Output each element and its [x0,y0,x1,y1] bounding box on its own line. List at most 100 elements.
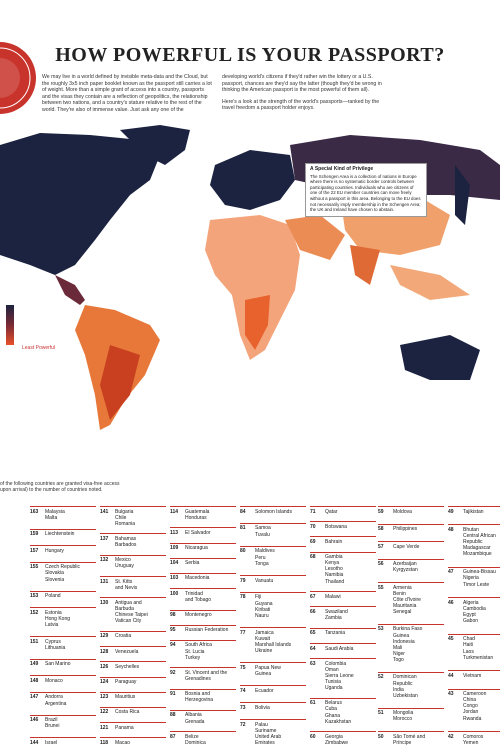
country: St. Lucia [185,648,205,655]
country: Niger [393,650,405,657]
score: 53 [378,626,384,633]
score: 79 [240,577,246,584]
country: Madagascar [463,545,491,552]
country-list: Costa Rica [115,709,139,715]
country-list: Bolivia [255,705,270,711]
ranking-entry: 67 Malawi [310,591,376,600]
score: 56 [378,561,384,567]
country: Tanzania [325,630,346,637]
ranking-entry: 98 Montenegro [170,609,236,619]
country: Croatia [115,633,132,640]
country-list: Solomon Islands [255,509,292,515]
score: 118 [100,739,109,746]
country: Chinese Taipei [115,612,148,619]
ranking-entry: 74 Ecuador [240,685,306,694]
intro-left: We may live in a world defined by invisi… [42,74,212,119]
score: 148 [30,677,39,684]
ranking-entry: 43 Cameroon China Congo Jordan Rwanda [448,688,500,722]
country: Vatican City [115,618,142,625]
country: Honduras [185,514,207,521]
score: 68 [310,554,316,561]
ranking-entry: 64 Saudi Arabia [310,643,376,652]
country: Saudi Arabia [325,645,354,652]
country: Tuvalu [255,531,270,538]
country: Algeria [463,599,479,606]
score: 51 [378,710,384,717]
country: Serbia [185,560,200,567]
score: 130 [100,599,109,606]
ranking-entry: 46 Algeria Cambodia Egypt Gabon [448,597,500,624]
country-list: Bulgaria Chile Romania [115,509,135,527]
country-list: Armenia Benin Côte d'Ivoire Mauritania Seneg… [393,585,421,615]
ranking-entry: 73 Bolivia [240,702,306,711]
score: 80 [240,548,246,555]
country: Kenya [325,560,340,567]
title: HOW POWERFUL IS YOUR PASSPORT? [55,44,445,66]
country-list: Guatemala Honduras [185,509,209,521]
country: Republic [393,680,413,687]
country: Cameroon [463,691,487,698]
ranking-entry: 58 Philippines [378,523,444,533]
country: Emirates [255,739,275,746]
country-list: Tajikistan [463,509,484,515]
country: Chad [463,636,475,643]
ranking-entry: 88 Albania Grenada [170,709,236,725]
country-list: Montenegro [185,612,212,618]
country: Congo [463,703,478,710]
country: Togo [393,656,404,663]
country: China [463,697,477,704]
country: Trinidad [185,590,203,597]
country: Barbados [115,542,137,548]
score: 141 [100,508,109,515]
country: Mauritania [393,602,417,609]
ranking-entry: 152 Estonia Hong Kong Latvia [30,607,96,628]
ranking-entry: 77 Jamaica Kuwait Marshall Islands Ukraine [240,627,306,654]
score: 57 [378,543,384,550]
country: Rwanda [463,715,482,722]
country: Nauru [255,612,269,619]
country: Bulgaria [115,508,134,515]
country-list: Serbia [185,560,199,566]
ranking-entry: 49 Tajikistan [448,506,500,515]
ranking-entry: 69 Bahrain [310,536,376,545]
country-list: El Salvador [185,530,211,536]
ranking-entry: 52 Dominican Republic India Uzbekistan [378,671,444,699]
country: Kyrgyzstan [393,567,418,574]
ranking-entry: 126 Seychelles [100,661,166,670]
ranking-entry: 147 Andorra Argentina [30,691,96,707]
score: 44 [448,672,454,679]
country: Mongolia [393,710,414,717]
score: 67 [310,593,316,600]
country-list: Malawi [325,594,341,600]
country: Cambodia [463,605,486,612]
country: Vanuatu [255,577,274,584]
score: 109 [170,545,179,552]
ranking-entry: 63 Colombia Oman Sierra Leone Tunisia Uganda [310,658,376,691]
callout: A Special Kind of Privilege The Schengen … [305,163,427,217]
ranking-entry: 78 Fiji Guyana Kiribati Nauru [240,591,306,619]
country-list: Cape Verde [393,544,419,550]
ranking-entry: 53 Burkina Faso Guinea Indonesia Mali Niger To… [378,623,444,663]
country-list: Cyprus Lithuania [45,639,65,651]
country-list: Czech Republic Slovakia Slovenia [45,564,80,582]
country: Colombia [325,660,347,667]
ranking-entry: 118 Macao [100,737,166,746]
country-list: Ecuador [255,688,274,694]
country-list: Qatar [325,509,338,515]
ranking-entry: 70 Botswana [310,521,376,530]
country: Lesotho [325,566,343,573]
country: Bahamas [115,535,137,542]
country-list: Papua New Guinea [255,665,281,677]
ranking-entry: 81 Samoa Tuvalu [240,522,306,538]
ranking-column: 163 Malaysia Malta 159 Liechtenstein 157 Hunga… [30,506,96,746]
ranking-entry: 68 Gambia Kenya Lesotho Namibia Thailand [310,551,376,585]
score: 42 [448,733,454,740]
country-list: Burkina Faso Guinea Indonesia Mali Niger Togo [393,626,422,663]
ranking-entry: 47 Guinea-Bissau Nigeria Timor Leste [448,566,500,588]
country: Philippines [393,526,418,532]
ranking-column: 59 Moldova 58 Philippines 57 Cape Verde 56 Azer… [378,506,444,746]
score: 144 [30,739,39,746]
country: Haiti [463,642,474,649]
country: Romania [115,520,136,527]
country: Central African [463,532,496,539]
